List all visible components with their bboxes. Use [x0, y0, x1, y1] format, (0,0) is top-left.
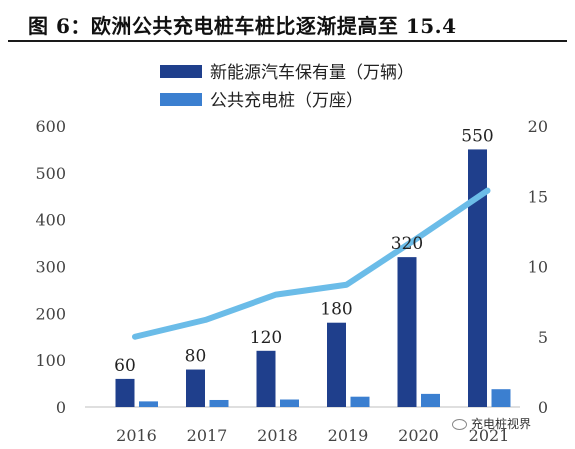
- legend-label-vehicles: 新能源汽车保有量（万辆）: [210, 63, 414, 83]
- y-tick-left: 100: [35, 351, 66, 370]
- chart-title: 图 6：欧洲公共充电桩车桩比逐渐提高至 15.4: [28, 14, 457, 38]
- x-tick: 2016: [116, 426, 157, 445]
- bar-chargers: [280, 399, 299, 407]
- bar-vehicles: [468, 149, 487, 407]
- ratio-line: [132, 187, 491, 340]
- x-tick: 2018: [257, 426, 298, 445]
- bar-vehicles: [186, 369, 205, 407]
- data-label-vehicles: 320: [391, 234, 423, 254]
- data-label-vehicles: 550: [461, 126, 493, 146]
- wechat-icon: [452, 419, 467, 430]
- watermark: 充电桩视界: [452, 415, 531, 432]
- y-tick-left: 600: [35, 117, 66, 136]
- bar-chargers: [421, 393, 440, 407]
- y-tick-left: 0: [56, 398, 66, 417]
- legend-label-chargers: 公共充电桩（万座）: [210, 91, 363, 111]
- y-tick-right: 5: [538, 328, 548, 347]
- y-tick-left: 500: [35, 164, 66, 183]
- x-tick: 2017: [187, 426, 228, 445]
- watermark-text: 充电桩视界: [471, 417, 532, 431]
- x-tick: 2019: [328, 426, 369, 445]
- y-tick-right: 15: [528, 187, 548, 206]
- bar-vehicles: [115, 378, 135, 407]
- y-tick-left: 200: [35, 304, 66, 323]
- bar-vehicles: [256, 350, 276, 407]
- y-tick-right: 10: [528, 258, 548, 277]
- y-tick-left: 300: [35, 258, 66, 277]
- legend-swatch-chargers: [160, 93, 202, 106]
- bar-vehicles: [397, 257, 417, 407]
- title-bar: 图 6：欧洲公共充电桩车桩比逐渐提高至 15.4: [8, 8, 567, 42]
- y-tick-left: 400: [35, 211, 66, 230]
- bar-chargers: [491, 389, 511, 407]
- bar-chargers: [350, 396, 370, 407]
- data-label-vehicles: 120: [250, 328, 282, 348]
- bar-vehicles: [327, 322, 346, 407]
- x-tick: 2021: [469, 426, 510, 445]
- y-tick-right: 20: [528, 117, 548, 136]
- data-label-vehicles: 180: [320, 300, 352, 320]
- data-label-vehicles: 60: [114, 356, 136, 376]
- bar-chargers: [209, 399, 229, 407]
- x-tick: 2020: [398, 426, 439, 445]
- bar-chargers: [139, 401, 158, 407]
- data-label-vehicles: 80: [185, 347, 207, 367]
- legend-swatch-vehicles: [160, 65, 202, 78]
- y-tick-right: 0: [538, 398, 548, 417]
